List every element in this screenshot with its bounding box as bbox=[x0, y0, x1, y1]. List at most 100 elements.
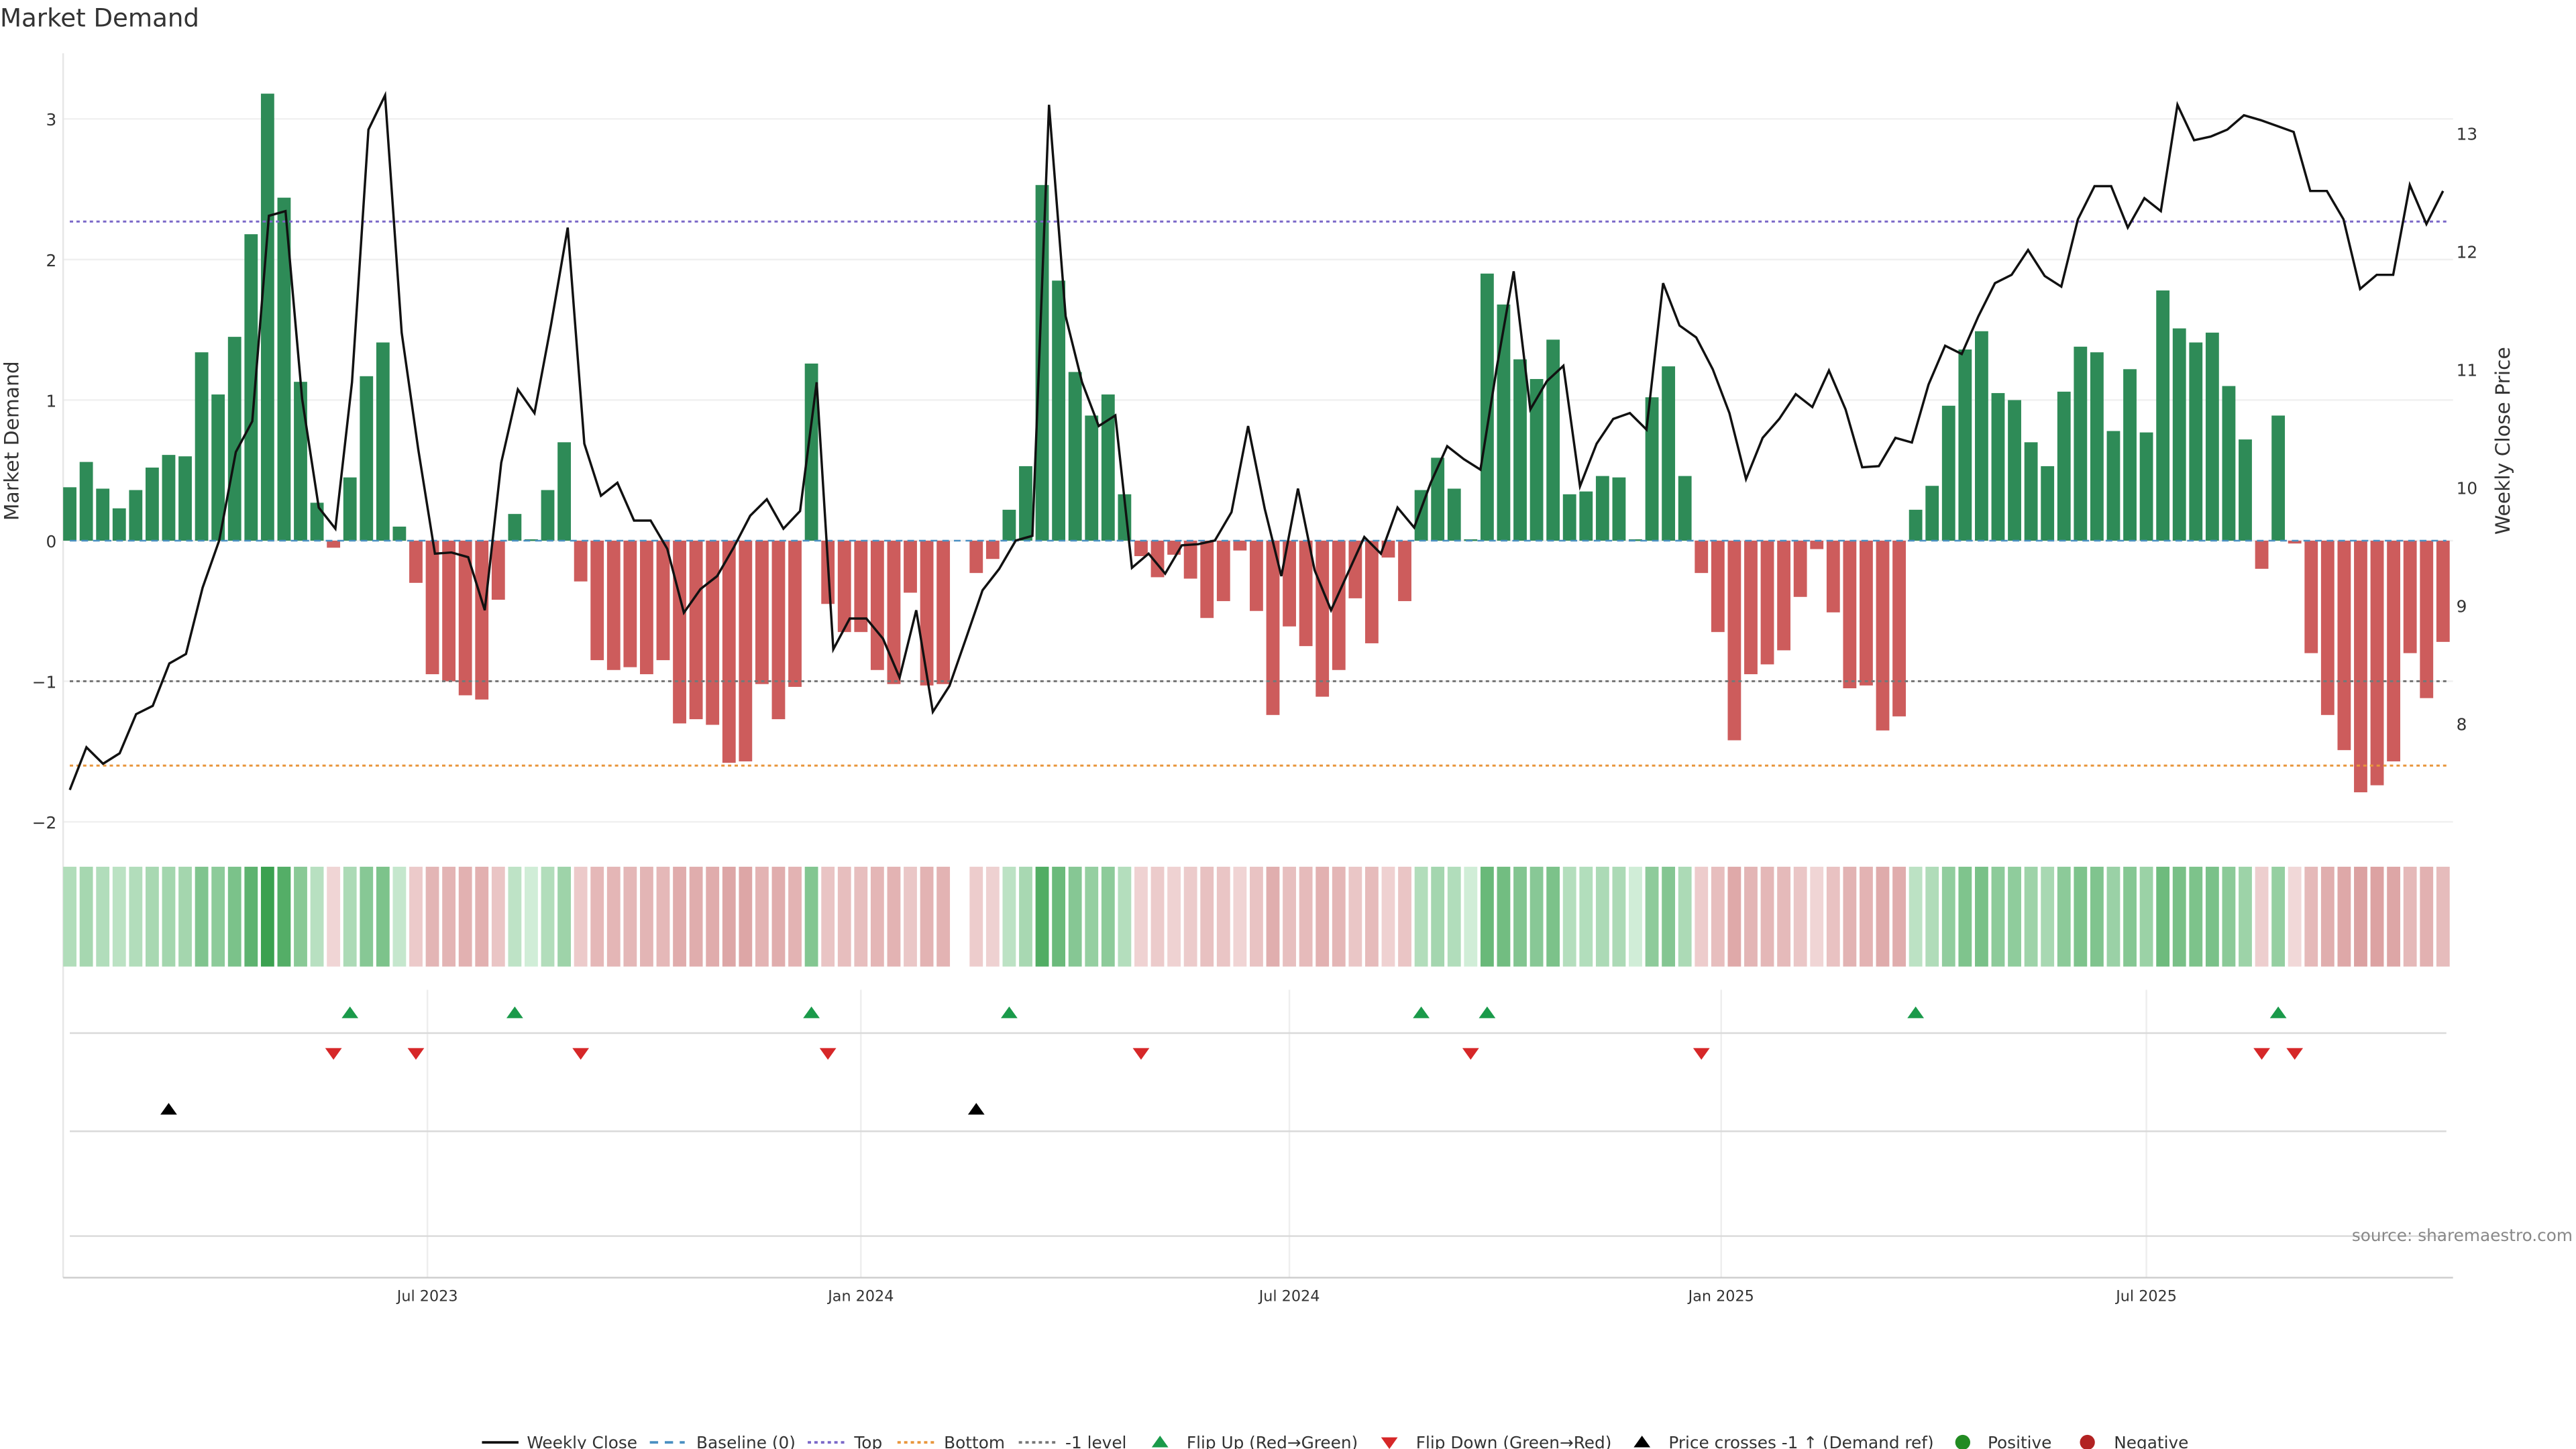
heat-cell bbox=[574, 867, 588, 967]
heat-cell bbox=[1150, 867, 1165, 967]
heat-cell bbox=[1612, 867, 1626, 967]
heat-cell bbox=[392, 867, 407, 967]
positive-bar bbox=[96, 488, 110, 541]
negative-bar bbox=[590, 540, 604, 661]
positive-bar bbox=[1941, 405, 1955, 541]
negative-bar bbox=[458, 540, 472, 696]
y-tick-label: −2 bbox=[32, 813, 56, 833]
heat-cell bbox=[2239, 867, 2252, 967]
weekly-close-line bbox=[68, 91, 2445, 791]
heat-cell bbox=[2139, 867, 2153, 967]
positive-bar bbox=[227, 337, 241, 541]
negative-bar bbox=[1332, 540, 1346, 670]
heat-cell bbox=[1447, 867, 1461, 967]
heat-cell bbox=[1678, 867, 1692, 967]
x-tick-label: Jul 2023 bbox=[396, 1287, 458, 1305]
heat-cell bbox=[129, 867, 143, 967]
positive-bar bbox=[343, 477, 357, 541]
negative-bar bbox=[1760, 540, 1774, 665]
x-tick-label: Jul 2025 bbox=[2114, 1287, 2177, 1305]
heat-cell bbox=[63, 867, 76, 967]
heat-cell bbox=[360, 867, 374, 967]
negative-bar bbox=[2288, 540, 2302, 544]
positive-bar bbox=[1925, 486, 1939, 541]
positive-bar bbox=[1546, 339, 1560, 541]
heat-cell bbox=[656, 867, 670, 967]
y2-tick-label: 13 bbox=[2457, 124, 2477, 144]
heat-cell bbox=[1167, 867, 1181, 967]
y2-tick-label: 11 bbox=[2457, 360, 2477, 380]
legend-item: Bottom bbox=[897, 1433, 1005, 1449]
positive-bar bbox=[2041, 466, 2055, 541]
legend-label: Bottom bbox=[944, 1433, 1005, 1449]
y-tick-label: 2 bbox=[46, 251, 56, 270]
event-markers bbox=[160, 1006, 2304, 1115]
legend-item: -1 level bbox=[1018, 1433, 1126, 1449]
heat-cell bbox=[1266, 867, 1280, 967]
legend-item: Baseline (0) bbox=[649, 1433, 796, 1449]
negative-bar bbox=[837, 540, 851, 633]
heat-cell bbox=[162, 867, 176, 967]
heat-cell bbox=[508, 867, 522, 967]
demand-bars bbox=[63, 93, 2450, 793]
legend: Weekly Close Baseline (0) Top Bottom -1 leve… bbox=[482, 1433, 2188, 1449]
negative-bar bbox=[1398, 540, 1411, 602]
heat-cell bbox=[1695, 867, 1709, 967]
heat-cell bbox=[640, 867, 653, 967]
legend-label: Top bbox=[853, 1433, 882, 1449]
heat-cell bbox=[458, 867, 472, 967]
heat-cell bbox=[112, 867, 126, 967]
positive-bar bbox=[260, 93, 274, 541]
negative-bar bbox=[969, 540, 983, 574]
positive-bar bbox=[178, 456, 192, 541]
positive-bar bbox=[2106, 431, 2121, 541]
flip-up-marker bbox=[506, 1006, 523, 1018]
heat-cell bbox=[1629, 867, 1642, 967]
heat-cell bbox=[277, 867, 291, 967]
negative-bar bbox=[2403, 540, 2417, 653]
price-cross-marker bbox=[967, 1103, 985, 1115]
y-tick-label: 3 bbox=[46, 110, 56, 129]
heat-cell bbox=[2387, 867, 2401, 967]
positive-bar bbox=[1497, 304, 1511, 541]
negative-bar bbox=[409, 540, 423, 583]
negative-bar bbox=[2337, 540, 2351, 751]
heat-cell bbox=[1019, 867, 1032, 967]
heat-cell bbox=[244, 867, 258, 967]
negative-bar bbox=[1364, 540, 1379, 643]
legend-label: Flip Up (Red→Green) bbox=[1187, 1433, 1358, 1449]
heat-cell bbox=[1035, 867, 1049, 967]
negative-bar bbox=[771, 540, 786, 720]
positive-bar bbox=[557, 442, 571, 541]
positive-bar bbox=[525, 539, 538, 541]
heat-cell bbox=[2156, 867, 2170, 967]
heat-cell bbox=[260, 867, 274, 967]
positive-bar bbox=[1085, 415, 1099, 541]
heat-cell bbox=[2436, 867, 2450, 967]
heat-cell bbox=[1579, 867, 1593, 967]
chart-title: Market Demand bbox=[0, 3, 199, 33]
positive-bar bbox=[2189, 342, 2203, 541]
heat-cell bbox=[1909, 867, 1923, 967]
heat-cell bbox=[227, 867, 241, 967]
negative-bar bbox=[1744, 540, 1758, 675]
negative-bar bbox=[574, 540, 588, 582]
heat-cell bbox=[1529, 867, 1544, 967]
negative-bar bbox=[722, 540, 736, 763]
heat-cell bbox=[2106, 867, 2121, 967]
positive-bar bbox=[129, 490, 143, 541]
flip-down-swatch-icon bbox=[1381, 1437, 1398, 1449]
heat-cell bbox=[1727, 867, 1741, 967]
heat-cell bbox=[1645, 867, 1659, 967]
negative-bar bbox=[1134, 540, 1148, 557]
flip-up-swatch-icon bbox=[1151, 1436, 1169, 1448]
legend-item: Price crosses -1 ↑ (Demand ref) bbox=[1633, 1433, 1934, 1449]
negative-bar bbox=[425, 540, 439, 675]
heat-cell bbox=[1414, 867, 1428, 967]
flip-up-marker bbox=[803, 1006, 820, 1018]
negative-bar bbox=[2436, 540, 2450, 642]
heat-cell bbox=[1002, 867, 1016, 967]
heat-cell bbox=[1793, 867, 1807, 967]
heat-cell bbox=[1381, 867, 1395, 967]
